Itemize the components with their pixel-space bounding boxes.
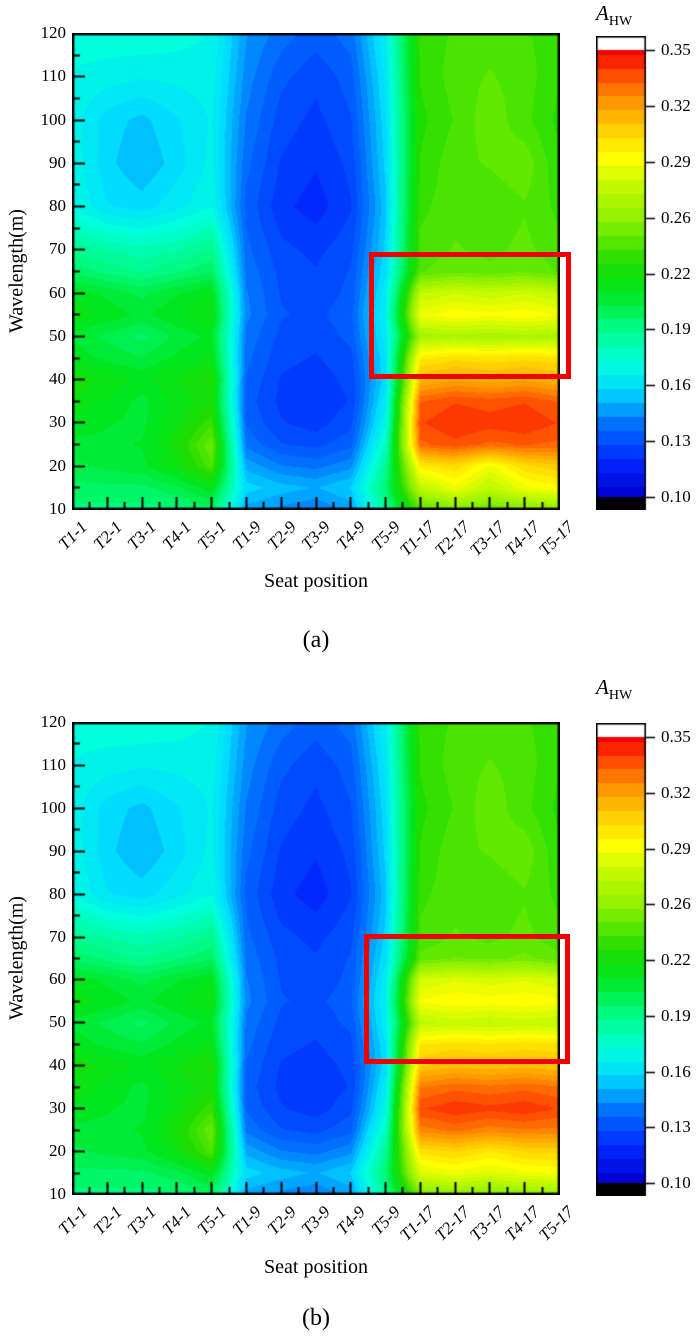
- x-tick-label: T5-1: [193, 517, 230, 554]
- y-tick-label: 10: [49, 499, 66, 518]
- x-tick-label: T4-9: [332, 517, 370, 554]
- y-axis-label-a: Wavelength(m): [5, 209, 28, 333]
- y-tick-label: 50: [49, 1012, 66, 1032]
- colorbar-tick-label: 0.26: [661, 207, 691, 227]
- y-axis-label-b: Wavelength(m): [5, 896, 28, 1020]
- x-tick-label: T1-9: [228, 1202, 265, 1239]
- y-tick-label: 120: [40, 23, 67, 42]
- y-tick-label: 100: [40, 797, 67, 817]
- x-tick-label: T4-17: [500, 517, 543, 560]
- colorbar-tick-label: 0.26: [661, 894, 691, 914]
- y-tick-label: 20: [49, 455, 66, 475]
- x-tick-label: T2-17: [431, 1202, 474, 1245]
- colorbar-title-main-a: A: [596, 1, 609, 25]
- colorbar-tick-label: 0.22: [661, 263, 691, 283]
- colorbar-tick-label: 0.32: [661, 782, 691, 802]
- x-tick-label: T1-17: [396, 517, 439, 560]
- heatmap-canvas-b: [72, 722, 560, 1195]
- colorbar-tick-label: 0.19: [661, 319, 691, 339]
- colorbar-tick-label: 0.19: [661, 1005, 691, 1025]
- x-tick-label: T2-9: [263, 517, 300, 554]
- colorbar-tick-label: 0.35: [661, 727, 691, 746]
- y-tick-label: 70: [49, 239, 66, 259]
- y-tick-label: 70: [49, 926, 66, 946]
- caption-b: (b): [302, 1305, 330, 1331]
- x-tick-label: T4-9: [332, 1202, 370, 1239]
- y-tick-label: 10: [49, 1184, 66, 1203]
- x-axis-label-b: Seat position: [264, 1256, 368, 1278]
- y-tick-label: 50: [49, 325, 66, 345]
- y-tick-label: 40: [49, 369, 66, 389]
- colorbar-title-main-b: A: [596, 675, 609, 699]
- colorbar-tick-label: 0.32: [661, 95, 691, 115]
- caption-a: (a): [302, 627, 330, 653]
- y-tick-label: 30: [49, 412, 66, 432]
- colorbar-tick-label: 0.22: [661, 950, 691, 969]
- x-tick-label: T2-1: [89, 517, 126, 554]
- y-tick-label: 90: [49, 840, 66, 860]
- x-tick-label: T2-17: [431, 517, 474, 560]
- colorbar-title-a: AHW: [596, 1, 632, 30]
- colorbar-canvas-b: [596, 723, 656, 1196]
- y-tick-label: 20: [49, 1141, 66, 1161]
- y-tick-label: 60: [49, 969, 66, 989]
- x-tick-label: T1-1: [54, 1202, 91, 1239]
- y-tick-label: 80: [49, 883, 66, 903]
- y-tick-label: 110: [41, 66, 66, 86]
- colorbar-title-b: AHW: [596, 675, 632, 704]
- colorbar-tick-label: 0.16: [661, 375, 691, 395]
- colorbar-canvas-a: [596, 36, 656, 510]
- x-tick-label: T4-1: [158, 517, 196, 554]
- x-axis-label-a: Seat position: [264, 570, 368, 592]
- y-tick-label: 100: [40, 109, 67, 129]
- x-tick-label: T3-1: [124, 517, 161, 554]
- y-tick-label: 90: [49, 152, 66, 172]
- colorbar-tick-label: 0.16: [661, 1061, 691, 1081]
- x-tick-label: T5-1: [193, 1202, 230, 1239]
- x-tick-label: T5-17: [535, 517, 578, 560]
- x-tick-label: T1-17: [396, 1202, 439, 1245]
- x-tick-label: T1-9: [228, 517, 265, 554]
- heatmap-canvas-a: [72, 33, 560, 510]
- x-tick-label: T3-17: [466, 517, 509, 560]
- y-tick-label: 60: [49, 282, 66, 302]
- x-tick-label: T2-1: [89, 1202, 126, 1239]
- x-tick-label: T3-1: [124, 1202, 161, 1239]
- x-tick-label: T2-9: [263, 1202, 300, 1239]
- colorbar-tick-label: 0.29: [661, 838, 691, 858]
- y-tick-label: 80: [49, 196, 66, 216]
- highlight-box-a: [369, 252, 571, 379]
- colorbar-title-sub-b: HW: [608, 688, 633, 704]
- colorbar-tick-label: 0.10: [661, 487, 691, 506]
- colorbar-tick-label: 0.13: [661, 1117, 691, 1137]
- x-tick-label: T1-1: [54, 517, 91, 554]
- y-tick-label: 110: [41, 754, 66, 774]
- y-tick-label: 40: [49, 1055, 66, 1075]
- x-tick-label: T3-9: [298, 1202, 335, 1239]
- y-tick-label: 30: [49, 1098, 66, 1118]
- colorbar-tick-label: 0.10: [661, 1173, 691, 1192]
- colorbar-tick-label: 0.35: [661, 40, 691, 59]
- x-tick-label: T4-1: [158, 1202, 196, 1239]
- y-tick-label: 120: [40, 712, 67, 731]
- colorbar-tick-label: 0.29: [661, 151, 691, 171]
- x-tick-label: T3-17: [466, 1202, 509, 1245]
- colorbar-tick-label: 0.13: [661, 431, 691, 451]
- colorbar-title-sub-a: HW: [608, 14, 633, 30]
- highlight-box-b: [364, 934, 570, 1064]
- x-tick-label: T4-17: [500, 1202, 543, 1245]
- x-tick-label: T3-9: [298, 517, 335, 554]
- x-tick-label: T5-17: [535, 1202, 578, 1245]
